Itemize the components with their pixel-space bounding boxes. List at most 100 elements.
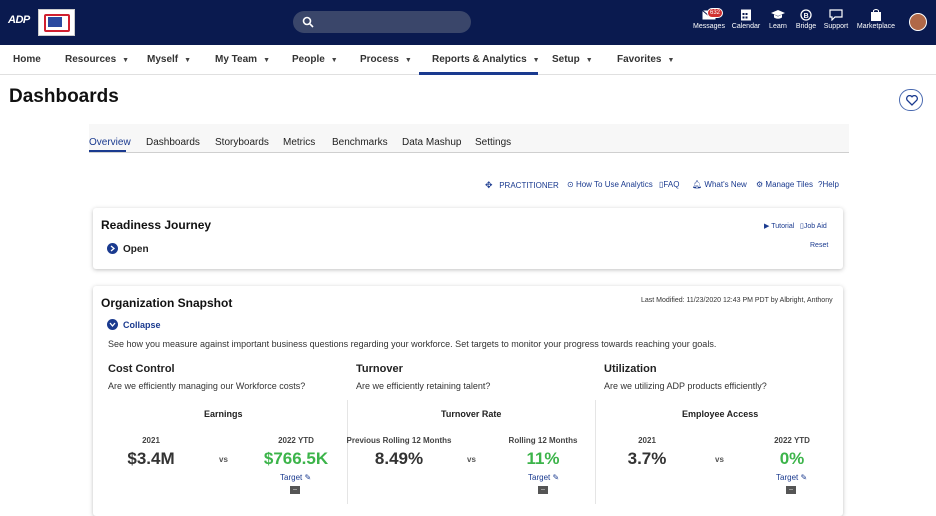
caret-down-icon: ▼ [585,57,593,64]
earnings-vs: vs [219,455,228,464]
last-modified-text: Last Modified: 11/23/2020 12:43 PM PDT b… [641,297,833,304]
turnover-metric-title[interactable]: Turnover Rate [441,409,502,419]
utilization-heading: Utilization [604,363,657,375]
caret-down-icon: ▼ [532,57,540,64]
organization-snapshot-card: Organization Snapshot Last Modified: 11/… [93,286,843,516]
play-icon: ▶ [764,223,770,230]
bridge-button[interactable]: B Bridge [786,9,826,30]
nav-people[interactable]: People ▼ [292,54,338,65]
turnover-target-link[interactable]: Target ✎ [528,473,560,482]
nav-resources[interactable]: Resources ▼ [65,54,130,65]
job-aid-link[interactable]: ▯Job Aid [800,223,827,230]
access-vs: vs [715,455,724,464]
document-icon: ▯ [800,223,804,230]
reset-link[interactable]: Reset [810,242,829,249]
bell-icon: 🔔︎ [692,180,703,189]
turnover-right-value: 11% [526,449,560,468]
learn-button[interactable]: Learn [758,9,798,30]
search-input[interactable] [293,11,471,33]
messages-label: Messages [693,23,725,30]
earnings-target-value: -- [290,486,300,494]
divider [347,400,348,504]
nav-reports-analytics[interactable]: Reports & Analytics ▼ [432,54,540,65]
access-left-value: 3.7% [627,449,667,468]
earnings-metric-title[interactable]: Earnings [204,409,243,419]
nav-my-team[interactable]: My Team ▼ [215,54,270,65]
page-title: Dashboards [9,86,119,107]
nav-myself[interactable]: Myself ▼ [147,54,192,65]
nav-home[interactable]: Home [13,54,41,65]
earnings-target-link[interactable]: Target ✎ [280,473,312,482]
turnover-vs: vs [467,455,476,464]
nav-setup[interactable]: Setup ▼ [552,54,593,65]
snapshot-title: Organization Snapshot [101,296,233,310]
favorite-button[interactable] [899,89,923,111]
access-target-link[interactable]: Target ✎ [776,473,808,482]
calendar-label: Calendar [731,23,761,30]
pencil-icon: ✎ [552,473,560,482]
turnover-heading: Turnover [356,363,403,375]
top-bar: ADP 632 Messages Calendar Learn B Bridge… [0,0,936,45]
heart-icon [906,95,918,106]
caret-down-icon: ▼ [263,57,270,64]
employee-access-metric-title[interactable]: Employee Access [682,409,759,419]
caret-down-icon: ▼ [122,57,130,64]
expand-chevron-icon[interactable] [107,243,118,254]
utilization-question: Are we utilizing ADP products efficientl… [604,381,767,391]
divider [595,400,596,504]
tab-settings[interactable]: Settings [475,137,512,148]
tab-benchmarks[interactable]: Benchmarks [332,137,388,148]
turnover-question: Are we efficiently retaining talent? [356,381,491,391]
readiness-journey-card: Readiness Journey ▶ Tutorial ▯Job Aid Re… [93,208,843,269]
adp-logo[interactable]: ADP [8,14,30,26]
cost-control-heading: Cost Control [108,363,175,375]
tab-overview[interactable]: Overview [89,137,131,148]
marketplace-label: Marketplace [856,23,896,30]
support-button[interactable]: Support [816,9,856,30]
turnover-left-label: Previous Rolling 12 Months [346,436,452,445]
collapse-toggle[interactable]: Collapse [123,320,161,330]
search-icon [302,16,314,28]
tutorial-link[interactable]: ▶ Tutorial [764,223,795,230]
marketplace-button[interactable]: Marketplace [856,9,896,30]
main-nav: Home Resources ▼ Myself ▼ My Team ▼ People ▼… [0,45,936,75]
manage-tiles-link[interactable]: ⚙ Manage Tiles [756,180,813,189]
graduation-cap-icon [771,10,785,19]
calendar-button[interactable]: Calendar [726,9,766,30]
tab-dashboards[interactable]: Dashboards [146,137,200,148]
how-to-use-link[interactable]: ⊙ How To Use Analytics [567,180,653,189]
dashboard-tabs: Overview Dashboards Storyboards Metrics … [89,124,849,153]
tab-storyboards[interactable]: Storyboards [215,137,269,148]
messages-button[interactable]: 632 Messages [689,8,729,30]
whats-new-link[interactable]: 🔔︎ What's New [692,180,747,189]
document-icon: ▯ [659,180,664,189]
tab-data-mashup[interactable]: Data Mashup [402,137,462,148]
help-link[interactable]: ?Help [818,180,839,189]
readiness-title: Readiness Journey [101,218,212,232]
bridge-icon: B [800,9,812,21]
nav-favorites[interactable]: Favorites ▼ [617,54,675,65]
nav-process[interactable]: Process ▼ [360,54,412,65]
tab-active-indicator [89,150,126,152]
caret-down-icon: ▼ [330,57,338,64]
calendar-icon [741,9,751,21]
earnings-right-value: $766.5K [263,449,329,468]
learn-label: Learn [769,23,787,30]
access-left-label: 2021 [638,436,656,445]
practitioner-toggle[interactable]: ✥ PRACTITIONER [485,180,559,190]
earnings-right-label: 2022 YTD [278,436,314,445]
pencil-icon: ✎ [304,473,312,482]
turnover-left-value: 8.49% [374,449,424,468]
caret-down-icon: ▼ [184,57,192,64]
user-avatar[interactable] [909,13,927,31]
snapshot-description: See how you measure against important bu… [108,339,717,349]
support-label: Support [823,23,849,30]
readiness-open-toggle[interactable]: Open [123,244,149,255]
access-right-label: 2022 YTD [774,436,810,445]
caret-down-icon: ▼ [404,57,412,64]
collapse-chevron-icon[interactable] [107,319,118,330]
tab-metrics[interactable]: Metrics [283,137,316,148]
cost-control-question: Are we efficiently managing our Workforc… [108,381,306,391]
company-logo [38,9,75,36]
faq-link[interactable]: ▯FAQ [659,180,680,189]
